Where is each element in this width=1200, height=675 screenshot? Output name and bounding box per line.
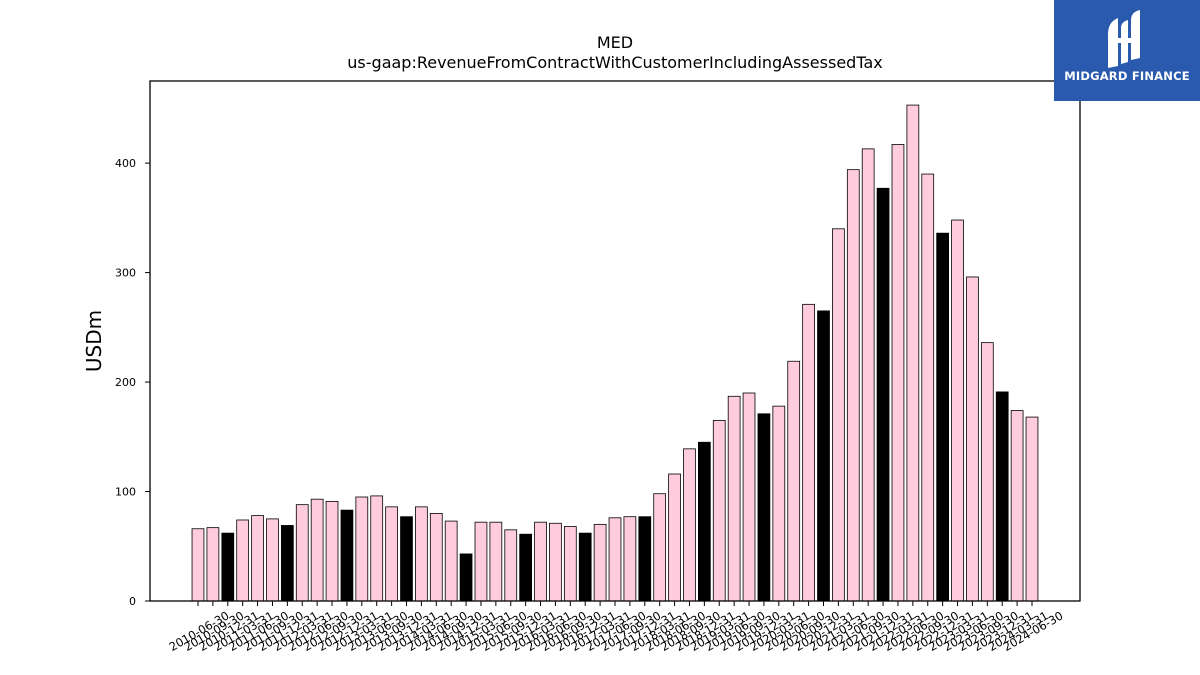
bar-2012-03-31	[295, 504, 309, 602]
y-tick-label: 200	[115, 376, 136, 389]
bar-2022-09-30	[921, 173, 935, 602]
chart-title: MED	[597, 33, 633, 52]
chart-subtitle: us-gaap:RevenueFromContractWithCustomerI…	[347, 53, 882, 72]
logo-text: MIDGARD FINANCE	[1064, 69, 1190, 83]
bar-2021-09-30	[861, 148, 875, 602]
x-axis-ticks: 2010-06-302010-09-302010-12-312011-03-31…	[167, 601, 1066, 654]
bar-2022-12-31	[936, 232, 950, 602]
bar-2020-03-31	[772, 405, 786, 602]
bar-2018-03-31	[653, 493, 667, 602]
y-tick-label: 100	[115, 486, 136, 499]
bar-2013-09-30	[385, 506, 398, 602]
bar-2021-03-31	[832, 228, 845, 602]
bar-2018-12-31	[698, 441, 711, 602]
bar-2019-03-31	[712, 419, 726, 602]
bar-2013-12-31	[400, 516, 413, 602]
bar-2017-12-31	[638, 516, 652, 602]
y-axis-ticks: 0 100 200 300 400	[115, 157, 150, 608]
bar-2017-03-31	[593, 523, 607, 602]
bar-2018-09-30	[683, 448, 696, 602]
bar-2022-06-30	[906, 104, 920, 602]
bar-2021-06-30	[846, 169, 860, 602]
bar-2011-06-30	[251, 515, 264, 602]
bar-2010-06-30	[191, 528, 205, 602]
bar-2021-12-31	[876, 187, 890, 602]
bar-2014-12-31	[459, 553, 473, 602]
bar-2023-03-31	[951, 219, 964, 602]
bar-2012-06-30	[310, 498, 324, 602]
bar-2017-06-30	[608, 517, 622, 602]
bar-2019-12-31	[757, 413, 771, 602]
bar-2019-06-30	[727, 395, 741, 602]
bar-2019-09-30	[742, 392, 756, 602]
bar-2013-06-30	[370, 495, 384, 602]
bar-2010-09-30	[206, 527, 220, 602]
bar-2010-12-31	[221, 532, 235, 602]
y-tick-label: 400	[115, 157, 136, 170]
bar-2020-09-30	[802, 303, 815, 602]
y-tick-label: 0	[129, 595, 136, 608]
bar-2015-03-31	[474, 521, 488, 602]
y-tick-label: 300	[115, 267, 136, 280]
bar-2016-06-30	[549, 522, 562, 602]
bar-2011-09-30	[266, 518, 279, 602]
bar-2016-09-30	[563, 526, 577, 602]
midgard-logo-icon	[1108, 10, 1140, 68]
bar-2014-09-30	[444, 520, 458, 602]
bar-2015-06-30	[489, 521, 503, 602]
plot-frame	[149, 80, 1081, 602]
bar-2017-09-30	[623, 516, 637, 602]
midgard-finance-logo: MIDGARD FINANCE	[1054, 0, 1200, 101]
bar-2018-06-30	[668, 473, 681, 602]
bar-2016-03-31	[534, 521, 547, 602]
bar-2015-09-30	[504, 529, 518, 602]
bar-2012-12-31	[340, 509, 354, 602]
bar-2023-09-30	[980, 342, 994, 602]
bars-group	[191, 104, 1039, 602]
y-axis-label: USDm	[82, 310, 106, 372]
bar-2013-03-31	[355, 496, 369, 602]
bar-2011-03-31	[236, 519, 250, 602]
bar-2020-12-31	[817, 310, 830, 602]
bar-2022-03-31	[891, 144, 905, 602]
bar-2020-06-30	[787, 360, 801, 602]
bar-2023-06-30	[966, 276, 979, 602]
bar-2014-06-30	[429, 513, 443, 602]
bar-2012-09-30	[325, 500, 339, 602]
bar-2024-03-31	[1010, 410, 1024, 602]
bar-2024-06-30	[1025, 416, 1039, 602]
bar-2023-12-31	[995, 391, 1009, 602]
bar-2014-03-31	[415, 506, 428, 602]
bar-2015-12-31	[519, 533, 533, 602]
bar-2011-12-31	[280, 525, 294, 602]
bar-2016-12-31	[578, 532, 592, 602]
